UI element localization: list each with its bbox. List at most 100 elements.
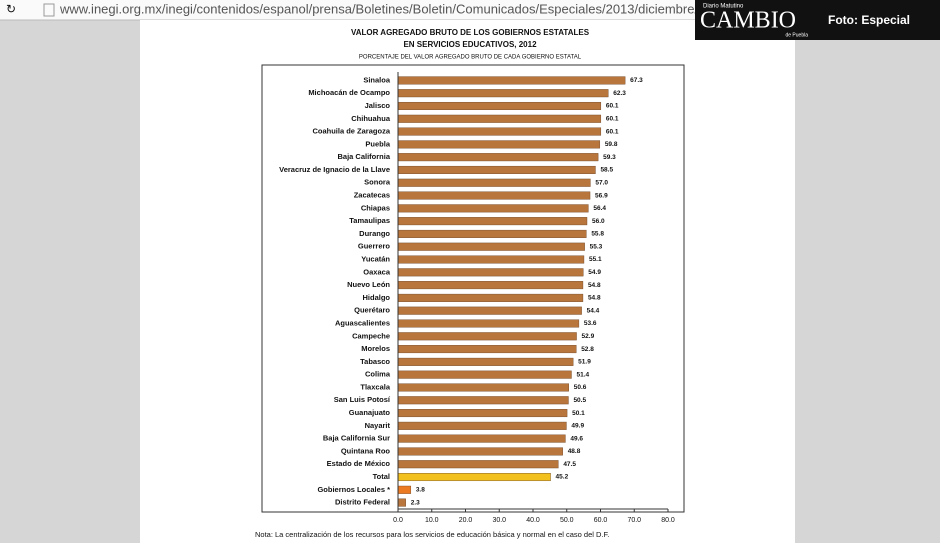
y-tick-label: Gobiernos Locales * [317,485,390,494]
value-label: 47.5 [563,461,576,468]
x-tick-label: 20.0 [459,517,473,524]
bar [397,332,577,341]
bar [397,217,588,226]
x-tick-label: 10.0 [425,517,439,524]
nav-icon[interactable]: ↻ [6,2,16,16]
bar [397,473,551,482]
value-label: 48.8 [568,448,581,455]
x-tick-label: 40.0 [526,517,540,524]
bar [397,140,601,149]
value-label: 60.1 [606,103,619,110]
y-tick-label: Campeche [352,331,390,340]
y-tick-label: Tamaulipas [349,216,390,225]
y-tick-label: Estado de México [327,459,391,468]
bar [397,281,584,290]
y-tick-label: San Luis Potosí [334,395,391,404]
value-label: 54.4 [587,307,600,314]
y-tick-label: Guanajuato [349,408,391,417]
value-label: 62.3 [613,90,626,97]
value-label: 50.6 [574,384,587,391]
value-label: 3.8 [416,487,425,494]
y-tick-label: Baja California [337,152,390,161]
x-tick-label: 80.0 [661,517,675,524]
watermark-tagline: Diario Matutino [703,4,744,10]
y-tick-label: Durango [359,229,390,238]
y-tick-label: Baja California Sur [323,434,390,443]
chart-title: VALOR AGREGADO BRUTO DE LOS GOBIERNOS ES… [351,28,590,37]
value-label: 50.1 [572,410,585,417]
chart-subtitle: PORCENTAJE DEL VALOR AGREGADO BRUTO DE C… [359,55,582,61]
y-tick-label: Sinaloa [363,75,391,84]
watermark-box [695,0,940,40]
watermark-brand: CAMBIO [700,8,796,34]
value-label: 57.0 [595,179,608,186]
y-tick-label: Tabasco [360,357,390,366]
y-tick-label: Chihuahua [351,114,391,123]
y-tick-label: Coahuila de Zaragoza [312,127,390,136]
value-label: 52.8 [581,346,594,353]
watermark-place: de Puebla [785,32,808,38]
value-label: 55.8 [591,231,604,238]
y-tick-label: Distrito Federal [335,498,390,507]
value-label: 59.8 [605,141,618,148]
value-label: 2.3 [411,499,420,506]
bar [397,396,569,405]
page-icon [43,3,55,17]
y-tick-label: Oaxaca [363,267,391,276]
photo-credit: Foto: Especial [828,13,910,27]
y-tick-label: Yucatán [361,254,390,263]
y-tick-label: Morelos [361,344,390,353]
y-tick-label: Querétaro [354,306,390,315]
bar [397,306,582,315]
bar [397,357,574,366]
bar [397,293,584,302]
y-tick-label: Nayarit [365,421,391,430]
y-tick-label: Sonora [364,178,391,187]
value-label: 56.4 [593,205,606,212]
bar [397,370,572,379]
value-label: 59.3 [603,154,616,161]
value-label: 67.3 [630,77,643,84]
x-tick-label: 30.0 [492,517,506,524]
value-label: 54.8 [588,282,601,289]
value-label: 54.9 [588,269,601,276]
bar [397,319,580,328]
y-tick-label: Chiapas [361,203,390,212]
bar [397,153,599,162]
y-tick-label: Veracruz de Ignacio de la Llave [279,165,390,174]
y-tick-label: Colima [365,370,391,379]
bar [397,460,559,469]
value-label: 55.3 [590,243,603,250]
bar [397,165,596,174]
value-label: 50.5 [573,397,586,404]
value-label: 60.1 [606,115,619,122]
x-tick-label: 70.0 [627,517,641,524]
value-label: 53.6 [584,320,597,327]
x-tick-label: 50.0 [560,517,574,524]
bar [397,434,566,443]
bar [397,447,563,456]
chart-title: EN SERVICIOS EDUCATIVOS, 2012 [403,40,537,49]
value-label: 49.9 [571,423,584,430]
bar [397,409,568,418]
bar [397,255,585,264]
bar [397,498,406,507]
y-tick-label: Quintana Roo [341,446,391,455]
plot-frame [261,64,685,513]
value-label: 52.9 [582,333,595,340]
x-tick-label: 60.0 [594,517,608,524]
url[interactable]: www.inegi.org.mx/inegi/contenidos/espano… [59,1,705,16]
bar [397,383,569,392]
value-label: 49.6 [570,435,583,442]
y-tick-label: Hidalgo [363,293,391,302]
value-label: 51.9 [578,359,591,366]
y-tick-label: Nuevo León [347,280,390,289]
y-tick-label: Puebla [365,139,390,148]
y-tick-label: Aguascalientes [335,318,390,327]
value-label: 60.1 [606,128,619,135]
bar [397,101,602,110]
value-label: 54.8 [588,295,601,302]
bar [397,345,577,354]
